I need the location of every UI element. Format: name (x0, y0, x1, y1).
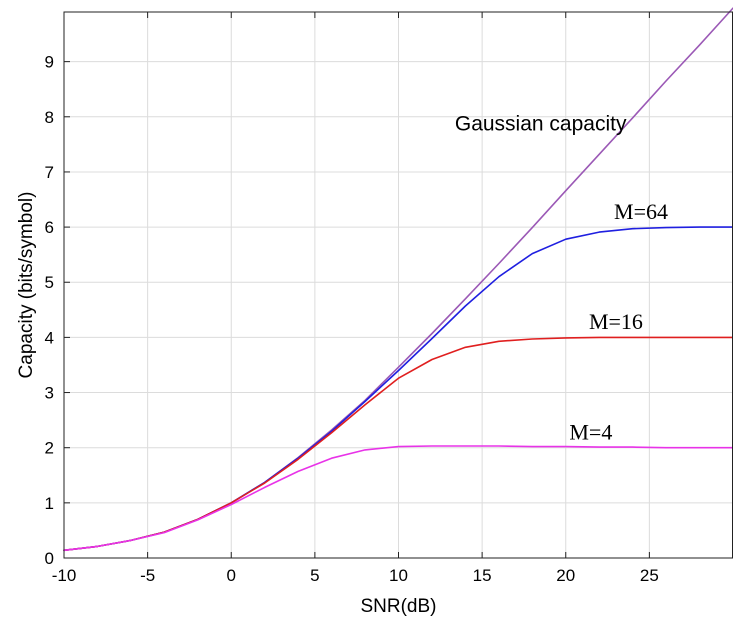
x-tick-label: 0 (227, 566, 236, 585)
annotation-m-4: M=4 (569, 419, 612, 444)
x-tick-label: 20 (556, 566, 575, 585)
x-tick-label: 25 (640, 566, 659, 585)
annotation-m-16: M=16 (589, 309, 643, 334)
y-tick-label: 4 (45, 328, 54, 347)
x-tick-label: -10 (52, 566, 77, 585)
y-tick-label: 9 (45, 53, 54, 72)
y-tick-label: 6 (45, 218, 54, 237)
x-tick-label: -5 (140, 566, 155, 585)
y-tick-label: 5 (45, 273, 54, 292)
y-tick-label: 3 (45, 384, 54, 403)
y-tick-label: 8 (45, 108, 54, 127)
x-tick-label: 10 (389, 566, 408, 585)
axis-ticks (63, 12, 650, 559)
grid-lines (63, 12, 733, 559)
series-line-m-4 (63, 445, 733, 552)
x-tick-labels: -10 -5 0 5 10 15 20 25 (52, 566, 659, 585)
series-lines (63, 7, 733, 552)
y-tick-label: 2 (45, 439, 54, 458)
y-axis-title: Capacity (bits/symbol) (16, 192, 37, 379)
x-tick-label: 15 (473, 566, 492, 585)
x-tick-label: 5 (310, 566, 319, 585)
annotation-gaussian-capacity: Gaussian capacity (455, 113, 627, 136)
y-tick-labels: 0 1 2 3 4 5 6 7 8 9 (45, 53, 54, 568)
x-axis-title: SNR(dB) (360, 596, 436, 617)
annotations: Gaussian capacity M=64 M=16 M=4 (455, 113, 668, 445)
y-tick-label: 1 (45, 494, 54, 513)
y-tick-label: 0 (45, 549, 54, 568)
annotation-m-64: M=64 (614, 199, 668, 224)
y-tick-label: 7 (45, 163, 54, 182)
